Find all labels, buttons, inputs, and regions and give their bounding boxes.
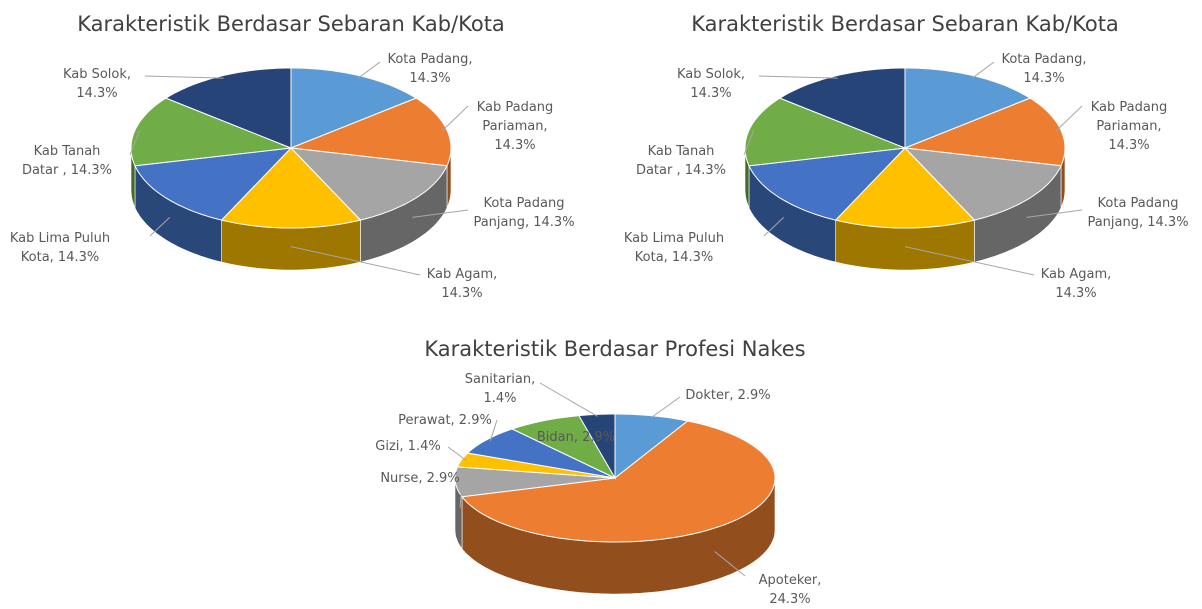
slice (744, 97, 906, 167)
data-label: Kab Agam, 14.3% (1040, 267, 1112, 301)
leader-line (129, 130, 141, 156)
slice-top (744, 97, 906, 167)
slice-top (164, 67, 292, 149)
leader-line (459, 478, 463, 508)
slice (578, 413, 616, 480)
slice-top (904, 97, 1066, 167)
pie-tops (130, 67, 452, 229)
slice (834, 147, 976, 229)
slice-top (778, 67, 906, 149)
data-label: Kab Agam, 14.3% (426, 267, 498, 301)
slice-top (220, 147, 362, 229)
pie-sides (744, 147, 1066, 271)
data-label: Kab Tanah Datar , 14.3% (21, 144, 113, 178)
leader-line (412, 209, 469, 218)
data-label: Kota Padang, 14.3% (1001, 52, 1087, 86)
slice (220, 147, 362, 229)
data-label: Apoteker, 24.3% (758, 573, 822, 607)
slice-top (578, 413, 616, 480)
leader-line (144, 75, 224, 79)
leader-line (1055, 105, 1083, 132)
slice (290, 97, 452, 167)
data-label: Nurse, 2.9% (380, 471, 460, 486)
data-label: Sanitarian, 1.4% (464, 372, 536, 406)
slice (748, 147, 907, 221)
slice-top (134, 147, 293, 221)
slice-top (510, 415, 617, 480)
data-label: Kota Padang, 14.3% (387, 52, 473, 86)
slice-top (614, 413, 689, 480)
chart-title: Karakteristik Berdasar Profesi Nakes (424, 337, 806, 361)
leader-line (763, 217, 785, 237)
slice (466, 428, 616, 479)
data-label: Gizi, 1.4% (375, 439, 441, 454)
data-label: Kab Solok, 14.3% (62, 67, 132, 101)
slice (904, 67, 1032, 149)
slice (778, 67, 906, 149)
pie-tops (454, 413, 776, 543)
data-label: Perawat, 2.9% (398, 413, 492, 428)
leader-line (1026, 209, 1083, 218)
data-label: Kab Lima Puluh Kota, 14.3% (623, 231, 725, 265)
leader-line (972, 61, 995, 79)
data-label: Kab Lima Puluh Kota, 14.3% (9, 231, 111, 265)
leader-line (358, 61, 381, 79)
leader-line (743, 130, 755, 156)
slice-top (461, 420, 776, 543)
data-label: Kab Tanah Datar , 14.3% (635, 144, 727, 178)
pie-tops (744, 67, 1066, 229)
slice-top (903, 147, 1062, 221)
slice-top (290, 97, 452, 167)
slice (903, 147, 1062, 221)
leader-line (904, 246, 1035, 276)
leader-line (539, 382, 598, 417)
data-label: Kota Padang Panjang, 14.3% (1087, 196, 1189, 230)
leader-line (650, 396, 681, 419)
slice (164, 67, 292, 149)
data-label: Dokter, 2.9% (685, 388, 771, 403)
slice (461, 420, 776, 543)
slice (904, 97, 1066, 167)
data-label: Kab Padang Pariaman, 14.3% (476, 100, 554, 153)
chart-title: Karakteristik Berdasar Sebaran Kab/Kota (77, 12, 505, 36)
leader-line (441, 105, 469, 132)
slice-top (454, 466, 616, 498)
slice (130, 97, 292, 167)
data-label: Kab Solok, 14.3% (676, 67, 746, 101)
slice-top (834, 147, 976, 229)
slice (614, 413, 689, 480)
data-label: Kab Padang Pariaman, 14.3% (1090, 100, 1168, 153)
slice (510, 415, 617, 480)
leader-line (714, 551, 746, 577)
leader-line (290, 246, 421, 276)
slice (134, 147, 293, 221)
slice-top (748, 147, 907, 221)
slice-top (130, 97, 292, 167)
data-label: Bidan, 2.9% (536, 430, 616, 445)
pie-sides (130, 147, 452, 271)
chart-title: Karakteristik Berdasar Sebaran Kab/Kota (691, 12, 1119, 36)
data-label: Kota Padang Panjang, 14.3% (473, 196, 575, 230)
slice (289, 147, 448, 221)
leader-line (489, 419, 498, 442)
slice (290, 67, 418, 149)
leader-line (447, 446, 467, 461)
slice (454, 466, 616, 498)
slice-top (290, 67, 418, 149)
slice-top (904, 67, 1032, 149)
slice-top (289, 147, 448, 221)
leader-line (758, 75, 838, 79)
slice-top (466, 428, 616, 479)
leader-line (149, 217, 171, 237)
